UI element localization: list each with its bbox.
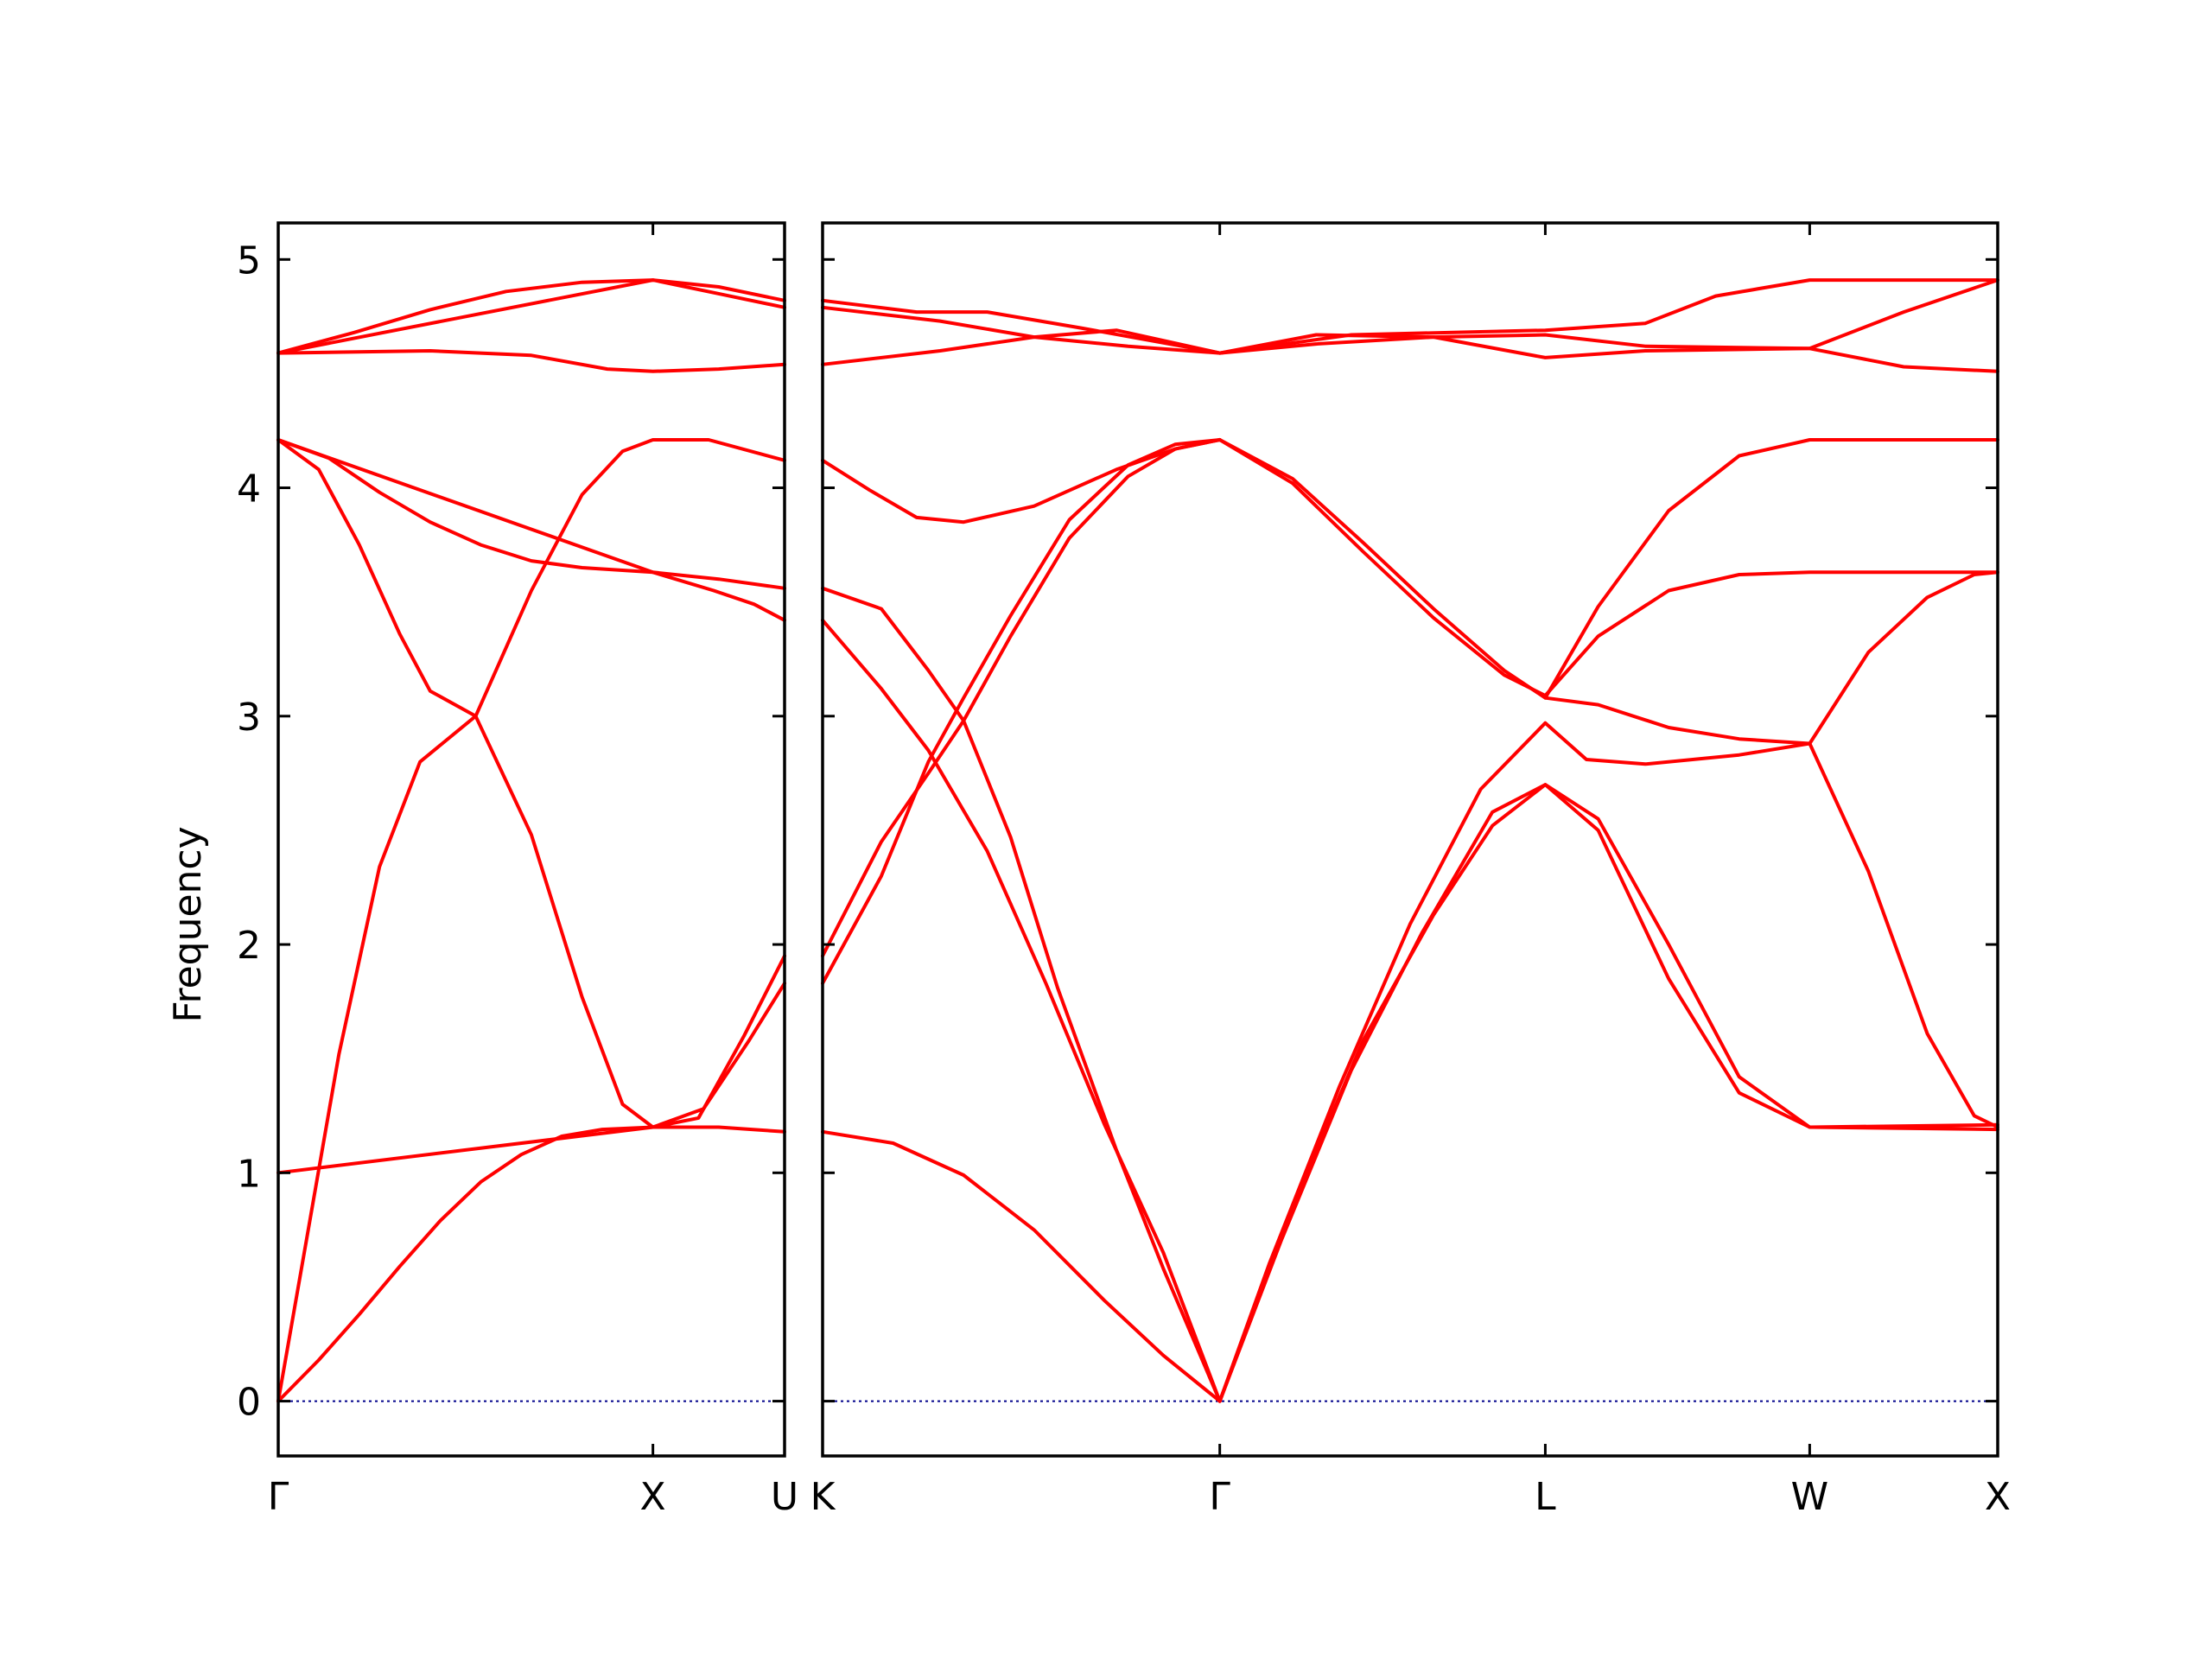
band-3 xyxy=(276,438,786,1129)
x-tick-label: W xyxy=(1791,1475,1829,1519)
band-5 xyxy=(821,438,1222,958)
band-7 xyxy=(276,349,786,373)
band-10 xyxy=(1217,783,1999,1403)
band-11 xyxy=(1217,721,1999,1403)
band-7 xyxy=(1217,438,1812,746)
plot-frame xyxy=(821,221,1999,1458)
y-axis: 0 1 2 3 4 5 xyxy=(237,238,261,1424)
x-tick-label: L xyxy=(1535,1475,1556,1519)
band-4 xyxy=(821,438,1222,985)
y-tick-label: 5 xyxy=(237,238,261,283)
x-tick-label: K xyxy=(810,1475,836,1519)
y-tick-label: 3 xyxy=(237,696,261,740)
x-tick-label: X xyxy=(1985,1475,2011,1519)
x-tick-label: X xyxy=(640,1475,666,1519)
band-6 xyxy=(276,954,786,1175)
y-tick-label: 0 xyxy=(237,1381,261,1425)
band-4 xyxy=(276,438,786,622)
y-axis-label: Frequency xyxy=(166,826,210,1022)
y-tick-label: 1 xyxy=(237,1152,261,1196)
band-2 xyxy=(276,438,786,1403)
band-6 xyxy=(821,438,1222,524)
band-16 xyxy=(821,278,1999,355)
band-15 xyxy=(821,278,1999,359)
band-9 xyxy=(276,278,786,355)
y-tick-label: 2 xyxy=(237,924,261,968)
band-8 xyxy=(276,278,786,355)
band-3 xyxy=(821,586,1222,1403)
x-tick-label: Γ xyxy=(1209,1475,1230,1519)
band-1 xyxy=(276,1125,786,1403)
band-13 xyxy=(1808,570,1999,746)
plot-frame xyxy=(276,221,786,1458)
band-12 xyxy=(1543,438,1999,700)
band-8 xyxy=(1217,438,1999,697)
band-5 xyxy=(276,438,786,590)
x-tick-label: U xyxy=(771,1475,798,1519)
band-14 xyxy=(821,328,1999,373)
band-2 xyxy=(821,618,1222,1403)
band-1 xyxy=(821,1129,1222,1403)
x-tick-label: Γ xyxy=(268,1475,289,1519)
y-tick-label: 4 xyxy=(237,467,261,512)
